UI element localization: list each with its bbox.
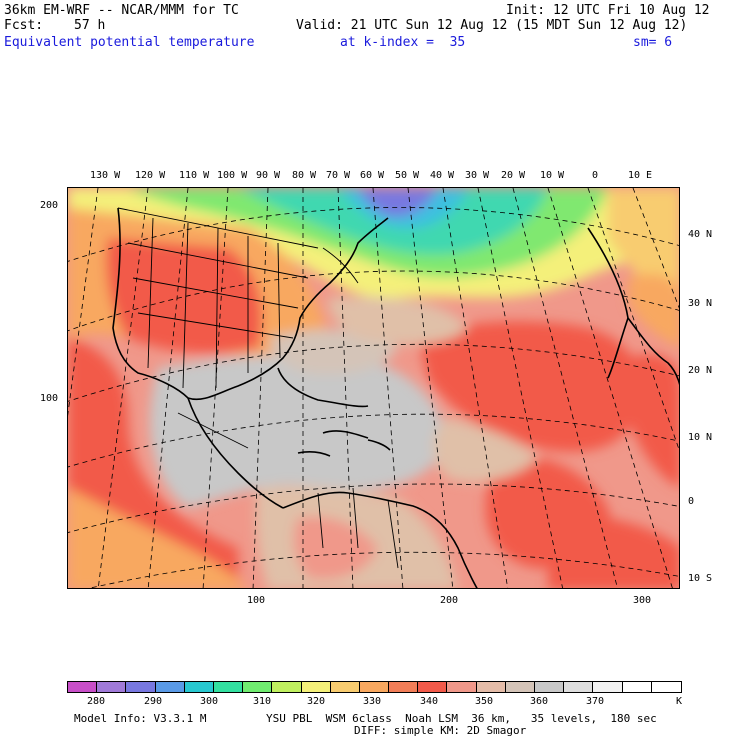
model-info: Model Info: V3.3.1 M bbox=[74, 712, 207, 725]
colorbar-tick: 330 bbox=[363, 696, 382, 707]
field-shading bbox=[68, 188, 679, 588]
lat-label: 30 N bbox=[688, 298, 713, 309]
colorbar-swatch bbox=[271, 681, 303, 693]
lat-label: 10 S bbox=[688, 573, 713, 584]
map-panel bbox=[67, 187, 680, 589]
lon-label: 70 W bbox=[326, 170, 351, 181]
lon-label: 40 W bbox=[430, 170, 455, 181]
smoothing-info: sm= 6 bbox=[633, 35, 673, 50]
political-boundaries bbox=[117, 207, 399, 569]
lat-label: 20 N bbox=[688, 365, 713, 376]
colorbar-swatch bbox=[563, 681, 595, 693]
lon-label: 60 W bbox=[360, 170, 385, 181]
lon-label: 30 W bbox=[465, 170, 490, 181]
lon-label: 20 W bbox=[501, 170, 526, 181]
colorbar-swatch bbox=[242, 681, 274, 693]
colorbar-unit: K bbox=[676, 696, 683, 707]
lon-label: 10 E bbox=[628, 170, 653, 181]
lon-label: 130 W bbox=[90, 170, 121, 181]
colorbar-swatch bbox=[417, 681, 449, 693]
colorbar-tick: 360 bbox=[530, 696, 549, 707]
lon-label: 80 W bbox=[292, 170, 317, 181]
colorbar-tick: 370 bbox=[586, 696, 605, 707]
colorbar-swatch bbox=[212, 681, 244, 693]
colorbar-tick: 290 bbox=[144, 696, 163, 707]
colorbar-swatch bbox=[388, 681, 420, 693]
colorbar-swatch bbox=[475, 681, 507, 693]
colorbar-tick: 340 bbox=[420, 696, 439, 707]
level-info: at k-index = 35 bbox=[340, 35, 466, 50]
init-time: Init: 12 UTC Fri 10 Aug 12 bbox=[506, 3, 710, 18]
lon-label: 120 W bbox=[135, 170, 166, 181]
colorbar-swatch bbox=[329, 681, 361, 693]
colorbar-swatch bbox=[621, 681, 653, 693]
lon-label: 100 W bbox=[217, 170, 248, 181]
colorbar-tick: 310 bbox=[253, 696, 272, 707]
lon-label: 0 bbox=[592, 170, 599, 181]
grid-label-bottom: 300 bbox=[633, 595, 652, 606]
grid-label-bottom: 100 bbox=[247, 595, 266, 606]
diffusion-info: DIFF: simple KM: 2D Smagor bbox=[354, 724, 527, 737]
colorbar-swatch bbox=[592, 681, 624, 693]
colorbar-tick: 350 bbox=[475, 696, 494, 707]
lon-label: 90 W bbox=[256, 170, 281, 181]
grid-label-left: 100 bbox=[40, 393, 59, 404]
lat-label: 40 N bbox=[688, 229, 713, 240]
grid-label-bottom: 200 bbox=[440, 595, 459, 606]
valid-time: Valid: 21 UTC Sun 12 Aug 12 (15 MDT Sun … bbox=[296, 18, 688, 33]
forecast-hour: 57 h bbox=[74, 18, 106, 33]
colorbar-tick: 300 bbox=[200, 696, 219, 707]
lat-label: 0 bbox=[688, 496, 695, 507]
lon-label: 10 W bbox=[540, 170, 565, 181]
model-title: 36km EM-WRF -- NCAR/MMM for TC bbox=[4, 3, 239, 18]
colorbar-tick: 320 bbox=[307, 696, 326, 707]
physics-info: YSU PBL WSM 6class Noah LSM 36 km, 35 le… bbox=[266, 712, 657, 725]
colorbar-swatch bbox=[183, 681, 215, 693]
forecast-label: Fcst: bbox=[4, 18, 44, 33]
lon-label: 50 W bbox=[395, 170, 420, 181]
lon-label: 110 W bbox=[179, 170, 210, 181]
colorbar-swatch bbox=[96, 681, 128, 693]
field-name: Equivalent potential temperature bbox=[4, 35, 255, 50]
colorbar-swatch bbox=[446, 681, 478, 693]
colorbar-swatch bbox=[534, 681, 566, 693]
colorbar-swatch bbox=[650, 681, 682, 693]
colorbar-swatch bbox=[504, 681, 536, 693]
colorbar-swatch bbox=[67, 681, 98, 693]
graticule bbox=[68, 188, 679, 588]
colorbar-swatch bbox=[125, 681, 157, 693]
lat-label: 10 N bbox=[688, 432, 713, 443]
colorbar-swatch bbox=[358, 681, 390, 693]
colorbar-swatch bbox=[300, 681, 332, 693]
equivalent-potential-temperature-map bbox=[68, 188, 679, 588]
colorbar-swatch bbox=[154, 681, 186, 693]
grid-label-left: 200 bbox=[40, 200, 59, 211]
colorbar-tick: 280 bbox=[87, 696, 106, 707]
